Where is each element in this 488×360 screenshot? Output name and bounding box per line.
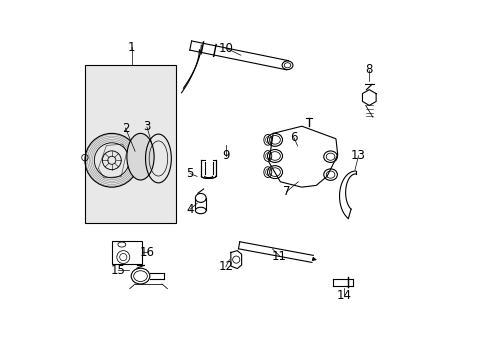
Text: 14: 14 [336,289,351,302]
Text: 2: 2 [122,122,129,135]
Bar [112,241,142,264]
Bar [85,65,176,223]
Text: 10: 10 [218,41,233,54]
Text: 13: 13 [350,149,365,162]
Text: 7: 7 [283,185,290,198]
Text: 6: 6 [290,131,297,144]
Ellipse shape [126,134,154,180]
Text: 8: 8 [365,63,372,76]
Text: 11: 11 [272,249,286,262]
Text: 1: 1 [127,41,135,54]
Text: 4: 4 [186,203,193,216]
Text: 15: 15 [111,264,125,277]
Text: 12: 12 [218,260,233,273]
Text: 9: 9 [222,149,229,162]
Text: 3: 3 [143,121,150,134]
Text: 5: 5 [186,167,193,180]
Text: 16: 16 [139,246,154,259]
